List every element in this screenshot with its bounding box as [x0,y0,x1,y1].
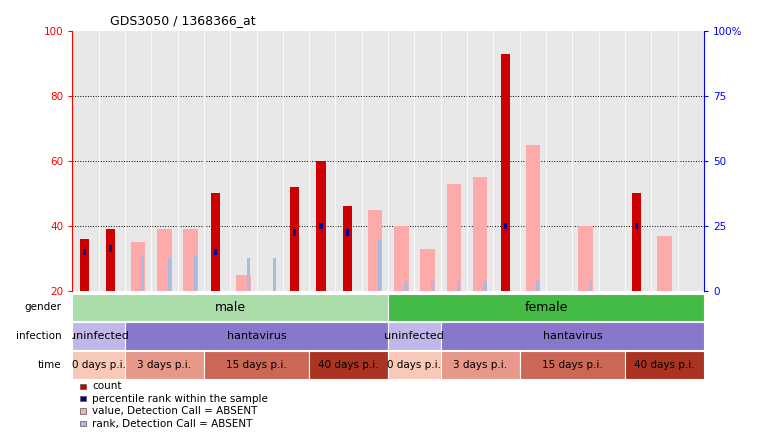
Text: male: male [215,301,246,314]
Bar [183,229,198,291]
Bar [72,293,388,321]
Bar [109,246,112,252]
Bar [404,281,408,291]
Bar [483,281,486,291]
Text: GDS3050 / 1368366_at: GDS3050 / 1368366_at [110,14,256,27]
Text: 3 days p.i.: 3 days p.i. [453,360,508,370]
Bar [317,161,326,291]
Bar [501,54,510,291]
Bar [441,322,704,350]
Text: rank, Detection Call = ABSENT: rank, Detection Call = ABSENT [92,419,253,428]
Text: infection: infection [16,331,62,341]
Bar [615,291,618,301]
Bar [320,222,323,229]
Bar [72,351,125,379]
Bar [167,258,170,291]
Bar [247,258,250,291]
Bar [82,249,86,255]
Bar [536,281,540,291]
Bar [194,255,197,291]
Bar [420,249,435,291]
Bar [131,242,145,291]
Bar [394,226,409,291]
Bar [388,293,704,321]
Bar [625,351,704,379]
Bar [378,239,381,291]
Bar [345,229,349,236]
Bar [204,351,309,379]
Bar [293,229,296,236]
Bar [447,184,461,291]
Bar [80,239,89,291]
Text: hantavirus: hantavirus [227,331,286,341]
Bar [290,187,299,291]
Bar [473,177,488,291]
Bar [388,322,441,350]
Text: 40 days p.i.: 40 days p.i. [634,360,695,370]
Text: uninfected: uninfected [384,331,444,341]
Bar [635,222,638,229]
Bar [273,258,276,291]
Bar [552,291,566,317]
Bar [658,236,672,291]
Bar [236,274,250,291]
Bar [526,145,540,291]
Text: female: female [524,301,568,314]
Bar [589,281,592,291]
Text: gender: gender [25,302,62,313]
Bar [578,226,593,291]
Bar [504,222,507,229]
Bar [142,255,145,291]
Text: uninfected: uninfected [68,331,129,341]
Text: count: count [92,381,122,391]
Text: 3 days p.i.: 3 days p.i. [137,360,192,370]
Text: 15 days p.i.: 15 days p.i. [226,360,287,370]
Text: 0 days p.i.: 0 days p.i. [72,360,126,370]
Text: 0 days p.i.: 0 days p.i. [387,360,441,370]
Bar [694,291,697,310]
Text: value, Detection Call = ABSENT: value, Detection Call = ABSENT [92,406,258,416]
Bar [125,351,204,379]
Bar [388,351,441,379]
Bar [441,351,520,379]
Bar [125,322,388,350]
Bar [368,210,382,291]
Text: hantavirus: hantavirus [543,331,602,341]
Text: percentile rank within the sample: percentile rank within the sample [92,394,269,404]
Bar [685,291,694,349]
Text: 15 days p.i.: 15 days p.i. [542,360,603,370]
Text: 40 days p.i.: 40 days p.i. [318,360,379,370]
Bar [214,249,218,255]
Text: time: time [38,360,62,370]
Bar [158,229,172,291]
Bar [431,281,434,291]
Bar [106,229,115,291]
Bar [606,291,615,340]
Bar [211,194,221,291]
Bar [562,291,565,317]
Bar [342,206,352,291]
Bar [72,322,125,350]
Bar [632,194,642,291]
Bar [457,281,460,291]
Bar [520,351,625,379]
Bar [309,351,388,379]
